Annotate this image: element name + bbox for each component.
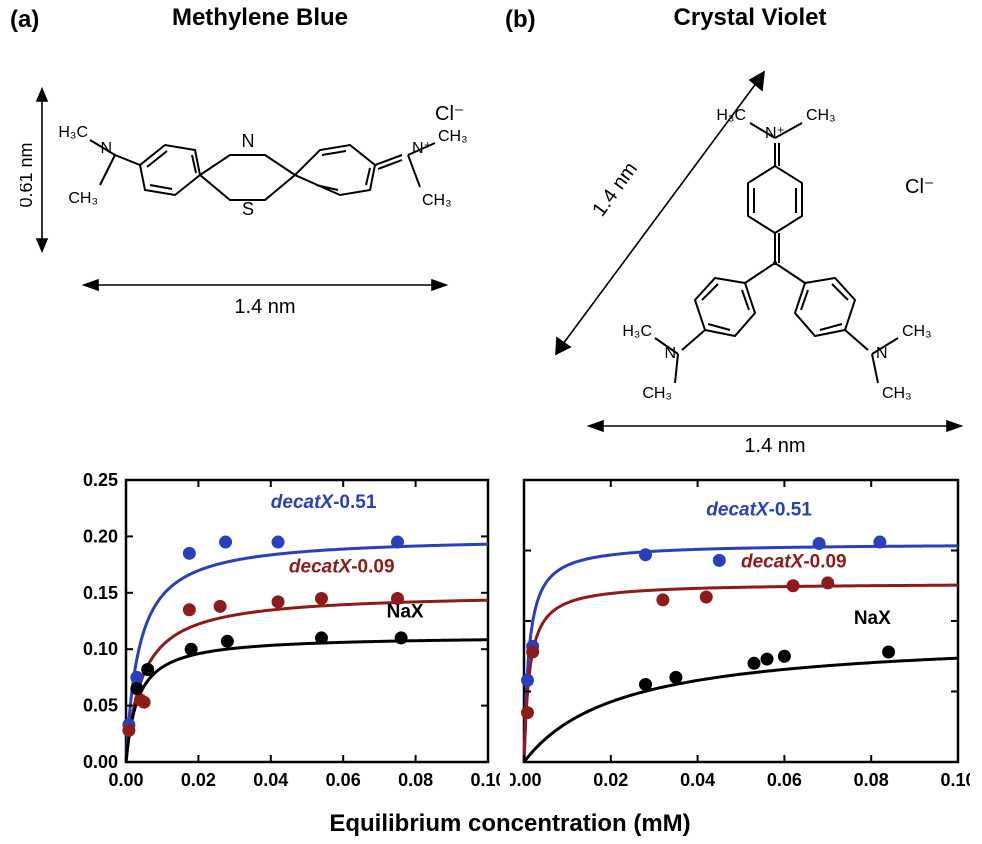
svg-text:0.10: 0.10 xyxy=(470,770,500,790)
svg-text:0.08: 0.08 xyxy=(854,770,889,790)
svg-text:0.00: 0.00 xyxy=(83,752,118,772)
svg-text:CH₃: CH₃ xyxy=(422,192,452,209)
svg-text:0.02: 0.02 xyxy=(181,770,216,790)
chart-b: decatX-0.51 decatX-0.09 NaX 0.00 0.02 0.04 0.0… xyxy=(510,470,970,810)
mb-counterion: Cl⁻ xyxy=(435,103,464,125)
svg-text:CH₃: CH₃ xyxy=(882,385,912,402)
cv-width-label: 1.4 nm xyxy=(744,435,805,457)
svg-text:decatX-0.09: decatX-0.09 xyxy=(289,556,395,577)
svg-text:0.25: 0.25 xyxy=(83,470,118,490)
svg-text:CH₃: CH₃ xyxy=(806,107,836,124)
svg-text:0.02: 0.02 xyxy=(593,770,628,790)
panel-b-title: Crystal Violet xyxy=(620,4,880,32)
svg-text:CH₃: CH₃ xyxy=(902,323,932,340)
svg-text:N⁺: N⁺ xyxy=(412,140,432,157)
x-axis-label: Equilibrium concentration (mM) xyxy=(250,810,770,838)
svg-text:0.20: 0.20 xyxy=(83,526,118,546)
panel-a-label: (a) xyxy=(10,6,39,34)
molecule-mb: 0.61 nm 1.4 nm Cl⁻ xyxy=(20,55,490,335)
svg-text:CH₃: CH₃ xyxy=(68,190,98,207)
svg-text:CH₃: CH₃ xyxy=(438,128,468,145)
chart-a: decatX-0.51 decatX-0.09 NaX 0.00 0.02 0.04 0.0… xyxy=(60,470,500,810)
svg-text:0.00: 0.00 xyxy=(510,770,542,790)
svg-text:0.08: 0.08 xyxy=(398,770,433,790)
svg-text:decatX-0.51: decatX-0.51 xyxy=(271,492,377,513)
svg-text:H₃C: H₃C xyxy=(58,124,88,141)
svg-text:N: N xyxy=(242,131,255,151)
svg-text:0.06: 0.06 xyxy=(767,770,802,790)
svg-text:N⁺: N⁺ xyxy=(765,125,785,142)
cv-diag-label: 1.4 nm xyxy=(588,158,642,220)
svg-text:H₃C: H₃C xyxy=(622,323,652,340)
mb-width-label: 1.4 nm xyxy=(234,296,295,318)
mb-height-label: 0.61 nm xyxy=(20,142,36,207)
molecule-mb-svg: 0.61 nm 1.4 nm Cl⁻ xyxy=(20,55,490,335)
panel-a-title: Methylene Blue xyxy=(120,4,400,32)
svg-text:decatX-0.51: decatX-0.51 xyxy=(706,499,812,520)
svg-text:0.04: 0.04 xyxy=(680,770,715,790)
svg-text:0.15: 0.15 xyxy=(83,583,118,603)
svg-text:NaX: NaX xyxy=(387,602,424,623)
svg-text:N: N xyxy=(876,345,888,362)
svg-text:NaX: NaX xyxy=(854,608,891,629)
panel-b-label: (b) xyxy=(505,6,536,34)
svg-text:S: S xyxy=(242,199,254,219)
cv-counterion: Cl⁻ xyxy=(905,176,934,198)
svg-text:0.10: 0.10 xyxy=(940,770,970,790)
svg-text:decatX-0.09: decatX-0.09 xyxy=(741,551,847,572)
svg-text:0.00: 0.00 xyxy=(108,770,143,790)
svg-text:0.10: 0.10 xyxy=(83,639,118,659)
svg-text:0.05: 0.05 xyxy=(83,696,118,716)
svg-text:N: N xyxy=(100,140,112,157)
svg-text:H₃C: H₃C xyxy=(716,107,746,124)
figure-root: (a) Methylene Blue (b) Crystal Violet 0.… xyxy=(0,0,982,844)
svg-text:N: N xyxy=(664,345,676,362)
svg-text:0.04: 0.04 xyxy=(253,770,288,790)
molecule-cv-svg: 1.4 nm 1.4 nm Cl⁻ xyxy=(510,38,980,458)
molecule-cv: 1.4 nm 1.4 nm Cl⁻ xyxy=(510,38,980,458)
svg-text:CH₃: CH₃ xyxy=(642,385,672,402)
svg-text:0.06: 0.06 xyxy=(326,770,361,790)
